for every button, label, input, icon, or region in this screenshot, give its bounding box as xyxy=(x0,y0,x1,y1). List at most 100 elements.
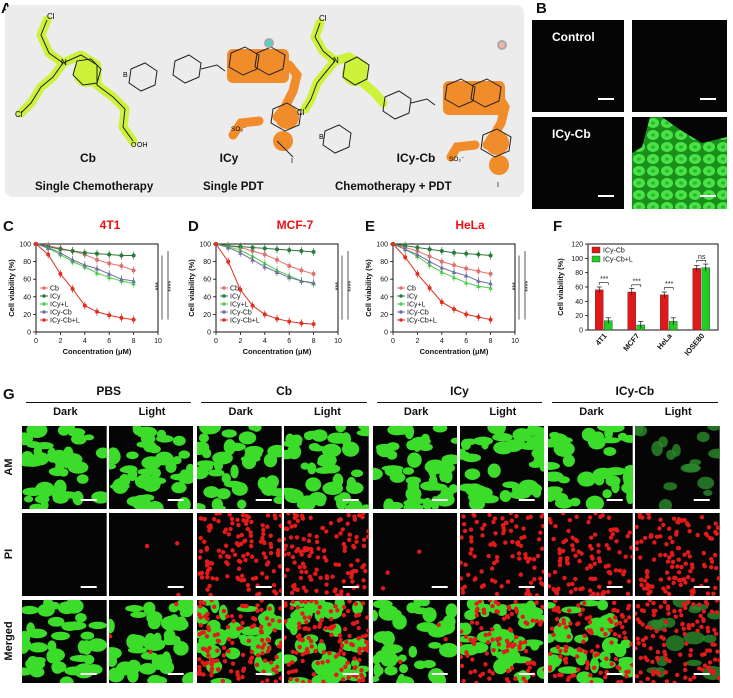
cb-structure xyxy=(16,15,138,146)
y-tick-label: 80 xyxy=(203,259,211,266)
legend-label: ICy-Cb xyxy=(603,248,625,255)
legend-swatch xyxy=(591,255,601,263)
data-point xyxy=(106,271,112,276)
category-label: MCF7 xyxy=(621,332,641,353)
legend-marker xyxy=(42,286,46,290)
data-point xyxy=(250,303,255,308)
panel-label-c: C xyxy=(3,218,14,235)
x-tick-label: 4 xyxy=(263,338,267,345)
data-point xyxy=(299,268,304,273)
sig-label: **** xyxy=(525,281,532,292)
label-icy-cb: ICy-Cb xyxy=(552,127,591,141)
y-tick-label: 60 xyxy=(203,277,211,284)
y-tick-label: 80 xyxy=(575,270,583,277)
data-point xyxy=(427,286,432,290)
legend-label: ICy-Cb+L xyxy=(50,317,80,324)
sig-label: *** xyxy=(633,278,641,285)
y-axis-label: Cell viability (%) xyxy=(187,259,196,317)
y-tick-label: 0 xyxy=(27,330,31,337)
green-cells-texture xyxy=(632,117,727,209)
data-point xyxy=(299,249,304,254)
group-header: PBS xyxy=(96,384,122,398)
legend-label: ICy xyxy=(407,293,418,300)
scale-bar xyxy=(700,98,716,100)
micrograph-tile xyxy=(22,426,107,509)
data-point xyxy=(95,257,99,262)
data-point xyxy=(476,252,481,257)
scale-bar xyxy=(256,499,273,501)
x-tick-label: 10 xyxy=(334,338,342,345)
therapy-label-1: Single Chemotherapy xyxy=(35,181,154,193)
data-point xyxy=(70,257,75,262)
micrograph-tile xyxy=(372,513,458,596)
condition-label: Dark xyxy=(579,406,604,418)
micrograph-tile xyxy=(548,426,633,509)
data-point xyxy=(463,280,469,285)
x-tick-label: 8 xyxy=(489,338,493,345)
legend-label: Cb xyxy=(230,285,239,292)
group-header: Cb xyxy=(276,384,293,398)
data-point xyxy=(82,303,87,308)
x-tick-label: 6 xyxy=(287,338,291,345)
scale-bar xyxy=(606,586,623,588)
micrograph-tile xyxy=(372,426,458,509)
atom-cl-2: Cl xyxy=(15,110,23,119)
data-point xyxy=(464,312,469,317)
micrograph-tile xyxy=(634,513,720,596)
data-point xyxy=(262,246,267,251)
scale-bar xyxy=(606,673,623,675)
legend-label: ICy+L xyxy=(230,301,249,308)
condition-label: Light xyxy=(489,406,517,418)
data-point xyxy=(488,271,493,276)
x-axis-label: Concentration (μM) xyxy=(420,347,489,356)
chart-f-bar: 0 20 40 60 80 100 120 Cell viability (%) *** 4T1 *… xyxy=(556,242,719,358)
data-point xyxy=(311,249,316,254)
y-tick-label: 60 xyxy=(575,285,583,292)
x-tick-label: 2 xyxy=(238,338,242,345)
chart-c-title: 4T1 xyxy=(99,218,121,232)
data-point xyxy=(95,251,99,256)
scale-bar xyxy=(518,586,535,588)
x-tick-label: 8 xyxy=(132,338,136,345)
y-tick-label: 80 xyxy=(380,259,388,266)
x-tick-label: 8 xyxy=(312,338,316,345)
legend-label: ICy+L xyxy=(50,301,69,308)
legend-marker xyxy=(399,294,403,298)
condition-label: Light xyxy=(138,406,166,418)
condition-label: Light xyxy=(664,406,692,418)
data-point xyxy=(275,316,279,321)
panel-label-e: E xyxy=(365,218,376,235)
data-point xyxy=(476,283,481,289)
legend-marker xyxy=(42,302,46,306)
data-point xyxy=(70,249,75,254)
data-point xyxy=(452,250,456,255)
x-tick-label: 4 xyxy=(440,338,444,345)
y-tick-label: 120 xyxy=(571,242,583,249)
atom-oh: OH xyxy=(137,142,148,149)
y-tick-label: 20 xyxy=(575,313,583,320)
x-tick-label: 6 xyxy=(464,338,468,345)
data-point xyxy=(439,269,445,274)
data-point xyxy=(464,251,469,256)
atom-so3-2: SO₃⁻ xyxy=(449,156,465,163)
atom-o-1: O xyxy=(131,142,137,149)
data-point xyxy=(131,278,136,283)
micrograph-tile xyxy=(459,600,545,683)
category-label: IOSE80 xyxy=(683,332,707,358)
data-point xyxy=(427,247,432,252)
condition-label: Dark xyxy=(403,406,429,418)
y-tick-label: 40 xyxy=(203,294,211,301)
panel-label-b: B xyxy=(536,0,547,17)
micro-icycb-light xyxy=(632,117,727,209)
legend-marker xyxy=(42,318,46,322)
legend-marker xyxy=(399,310,403,314)
micrograph-tile xyxy=(108,426,194,509)
scale-bar xyxy=(342,586,359,588)
micrograph-tile xyxy=(197,426,283,509)
data-point xyxy=(107,261,112,266)
x-tick-label: 10 xyxy=(154,338,162,345)
legend-label: ICy-Cb+L xyxy=(230,317,260,324)
data-point xyxy=(225,245,231,250)
sig-bracket xyxy=(598,282,609,285)
data-point xyxy=(311,271,316,276)
